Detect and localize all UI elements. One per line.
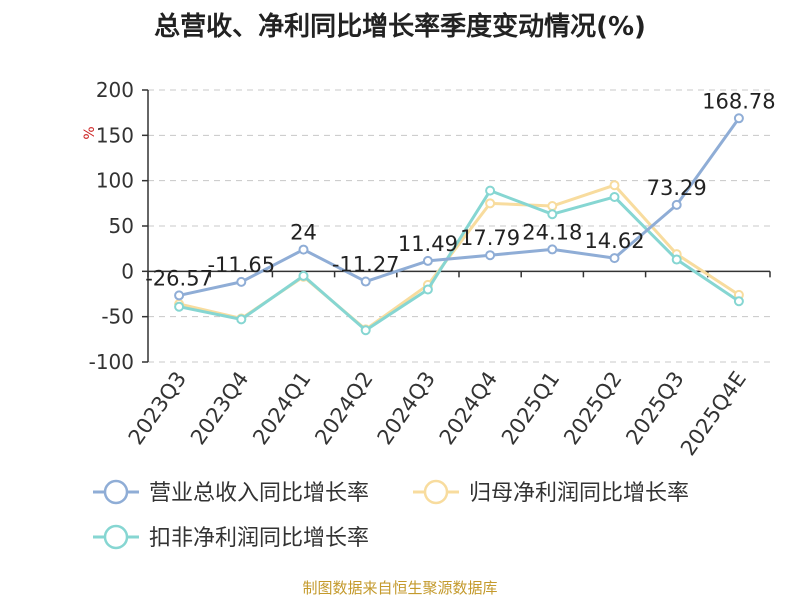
data-point [360, 325, 371, 336]
y-axis-label: % [82, 126, 98, 139]
data-point [236, 276, 247, 287]
x-tick-label: 2024Q2 [310, 367, 377, 449]
x-tick-label: 2023Q3 [124, 367, 191, 449]
data-point [174, 301, 185, 312]
data-label: 17.79 [460, 226, 520, 250]
x-tick-label: 2025Q1 [497, 367, 564, 449]
data-point [609, 191, 620, 202]
data-point [671, 199, 682, 210]
legend-swatch-marker [103, 479, 129, 505]
x-tick-label: 2025Q2 [559, 367, 626, 449]
series-line [178, 189, 740, 332]
y-tick-label: 200 [96, 78, 134, 102]
data-point [485, 185, 496, 196]
x-tick-label: 2024Q4 [435, 367, 502, 449]
x-tick-label: 2024Q1 [248, 367, 315, 449]
data-label: 168.78 [702, 89, 775, 113]
data-label: 11.49 [398, 232, 458, 256]
y-tick-label: -50 [101, 305, 134, 329]
legend-label: 扣非净利润同比增长率 [149, 526, 369, 551]
data-point [733, 113, 744, 124]
series-line [178, 117, 741, 297]
data-point [422, 255, 433, 266]
data-point [733, 296, 744, 307]
data-point [547, 201, 558, 212]
data-source-note: 制图数据来自恒生聚源数据库 [302, 579, 498, 597]
data-label: 73.29 [647, 176, 707, 200]
data-point [422, 284, 433, 295]
data-point [609, 253, 620, 264]
y-tick-label: 150 [96, 123, 134, 147]
data-point [547, 244, 558, 255]
data-point [174, 290, 185, 301]
y-tick-label: -100 [89, 350, 134, 374]
data-point [298, 244, 309, 255]
data-point [671, 254, 682, 265]
data-point [485, 198, 496, 209]
data-point [547, 209, 558, 220]
data-point [609, 180, 620, 191]
data-label: 24 [290, 221, 317, 245]
data-point [485, 250, 496, 261]
y-tick-label: 0 [121, 259, 134, 283]
legend-label: 归母净利润同比增长率 [469, 481, 689, 506]
y-tick-label: 50 [109, 214, 134, 238]
x-tick-label: 2023Q4 [186, 367, 253, 449]
x-tick-label: 2025Q3 [621, 367, 688, 449]
data-label: 24.18 [522, 220, 582, 244]
chart-title: 总营收、净利同比增长率季度变动情况(%) [154, 12, 646, 42]
data-label: 14.62 [584, 229, 644, 253]
y-tick-label: 100 [96, 169, 134, 193]
legend-label: 营业总收入同比增长率 [149, 481, 369, 506]
data-point [298, 270, 309, 281]
data-label: -26.57 [145, 266, 213, 290]
data-point [236, 314, 247, 325]
data-label: -11.27 [332, 253, 400, 277]
data-point [360, 276, 371, 287]
data-label: -11.65 [207, 253, 275, 277]
x-tick-label: 2024Q3 [373, 367, 440, 449]
legend-swatch-marker [103, 524, 129, 550]
legend-swatch-marker [423, 479, 449, 505]
